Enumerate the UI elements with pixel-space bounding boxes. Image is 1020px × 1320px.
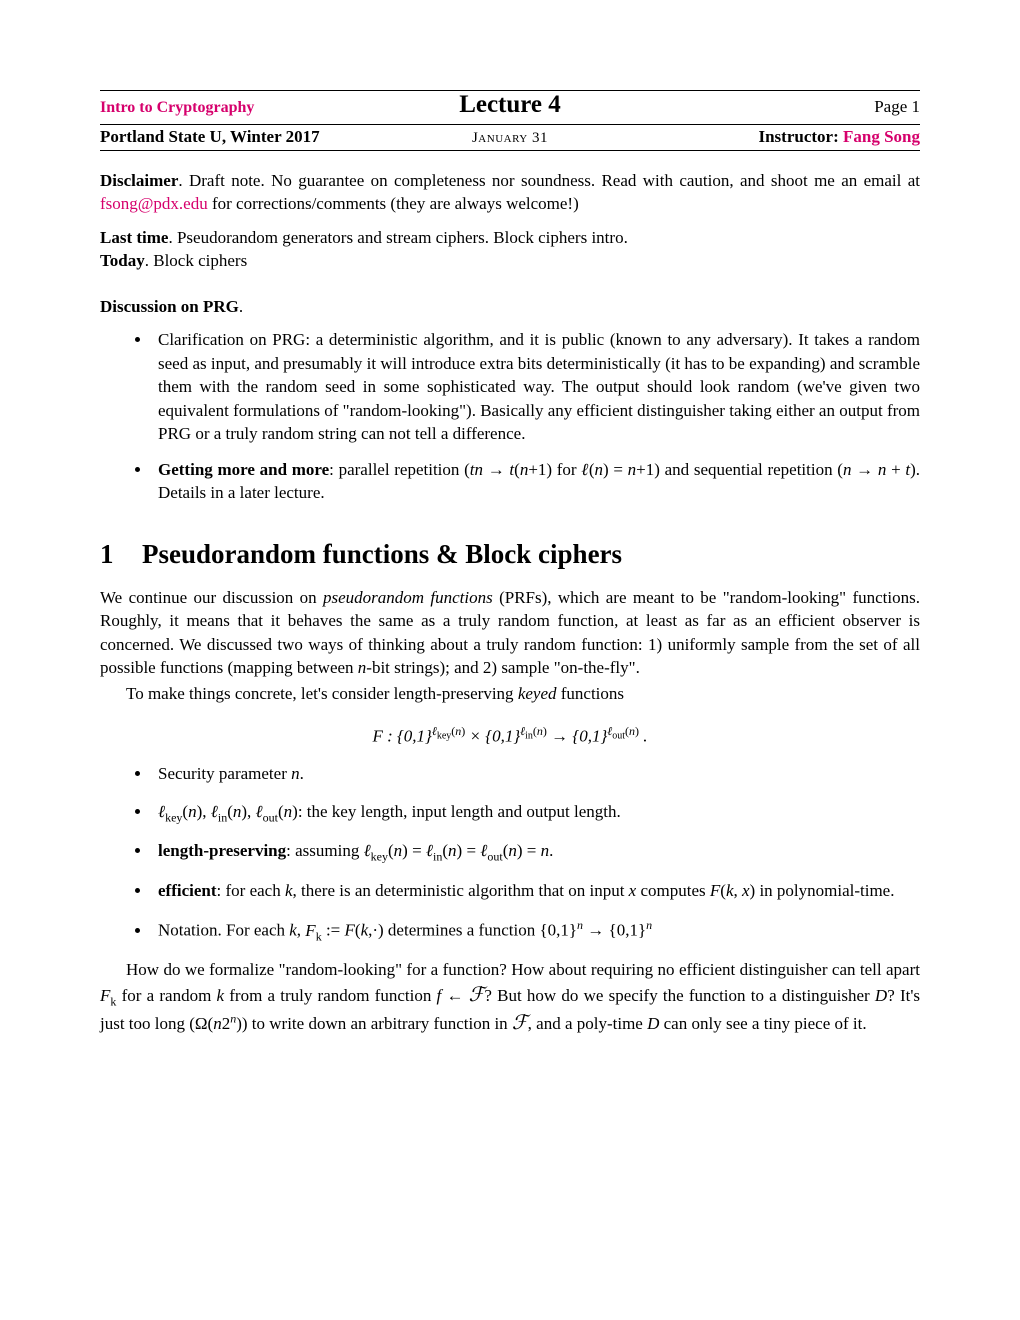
page-number: Page 1 (649, 91, 920, 122)
section1-para2: To make things concrete, let's consider … (100, 682, 920, 705)
disclaimer-para: Disclaimer. Draft note. No guarantee on … (100, 169, 920, 216)
lasttime-para: Last time. Pseudorandom generators and s… (100, 226, 920, 273)
period: . (239, 297, 243, 316)
list-item: Notation. For each k, Fk := F(k,·) deter… (152, 917, 920, 945)
section-title: Pseudorandom functions & Block ciphers (142, 539, 622, 569)
eff-label: efficient (158, 881, 217, 900)
section-num: 1 (100, 536, 142, 573)
section1-para1: We continue our discussion on pseudorand… (100, 586, 920, 680)
list-item: Security parameter n. (152, 762, 920, 785)
discussion-label: Discussion on PRG (100, 297, 239, 316)
course-link[interactable]: Intro to Cryptography (100, 99, 254, 116)
list-item: ℓkey(n), ℓin(n), ℓout(n): the key length… (152, 800, 920, 826)
today-text: . Block ciphers (145, 251, 247, 270)
page: Intro to Cryptography Lecture 4 Page 1 P… (0, 0, 1020, 1320)
list-item: length-preserving: assuming ℓkey(n) = ℓi… (152, 839, 920, 865)
p2b: functions (557, 684, 625, 703)
lp-label: length-preserving (158, 841, 286, 860)
header-rule-mid (100, 124, 920, 125)
definition-list: Security parameter n. ℓkey(n), ℓin(n), ℓ… (100, 762, 920, 944)
institution: Portland State U, Winter 2017 (100, 127, 371, 147)
section1-para3: How do we formalize "random-looking" for… (100, 958, 920, 1037)
list-item: Clarification on PRG: a deterministic al… (152, 328, 920, 445)
body: Disclaimer. Draft note. No guarantee on … (100, 169, 920, 1037)
p2a: To make things concrete, let's consider … (126, 684, 518, 703)
lecture-title: Lecture 4 (371, 91, 650, 122)
p2em: keyed (518, 684, 557, 703)
discussion-heading: Discussion on PRG. (100, 295, 920, 318)
header-table-2: Portland State U, Winter 2017 January 31… (100, 127, 920, 147)
header-table: Intro to Cryptography Lecture 4 Page 1 (100, 91, 920, 122)
disclaimer-text1: . Draft note. No guarantee on completene… (178, 171, 920, 190)
disclaimer-label: Disclaimer (100, 171, 178, 190)
lecture-date: January 31 (371, 127, 650, 147)
keyed-function-formula: F : {0,1}ℓkey(n) × {0,1}ℓin(n) → {0,1}ℓo… (100, 723, 920, 748)
disclaimer-text2: for corrections/comments (they are alway… (208, 194, 579, 213)
list-item: efficient: for each k, there is an deter… (152, 879, 920, 902)
instructor-cell: Instructor: Fang Song (649, 127, 920, 147)
email-link[interactable]: fsong@pdx.edu (100, 194, 208, 213)
today-label: Today (100, 251, 145, 270)
list-item: Getting more and more: parallel repetiti… (152, 458, 920, 505)
lasttime-text: . Pseudorandom generators and stream cip… (168, 228, 627, 247)
instructor-name[interactable]: Fang Song (843, 127, 920, 146)
lasttime-label: Last time (100, 228, 168, 247)
p1em: pseudorandom functions (323, 588, 493, 607)
header-rule-bottom (100, 150, 920, 151)
instructor-label: Instructor: (758, 127, 843, 146)
bullet2-label: Getting more and more (158, 460, 329, 479)
discussion-list: Clarification on PRG: a deterministic al… (100, 328, 920, 504)
p1a: We continue our discussion on (100, 588, 323, 607)
section-heading: 1Pseudorandom functions & Block ciphers (100, 536, 920, 573)
